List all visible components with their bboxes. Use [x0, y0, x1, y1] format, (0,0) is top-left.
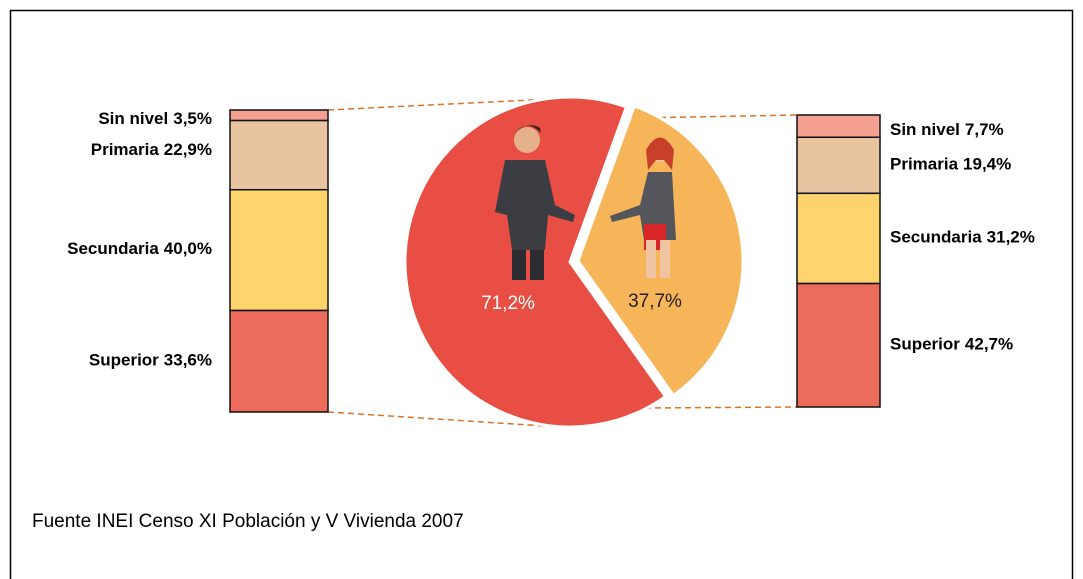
bar-segment	[230, 311, 328, 412]
value-label: 19,4%	[963, 155, 1011, 174]
value-label: 3,5%	[173, 109, 212, 128]
segment-label: Sin nivel 7,7%	[890, 120, 1004, 139]
bar-segment	[230, 190, 328, 311]
value-label: 33,6%	[164, 351, 212, 370]
bar-segment	[797, 193, 880, 283]
category-label: Superior	[89, 351, 159, 370]
chart: Fuente INEI Censo XI Población y V Vivie…	[0, 0, 1083, 579]
segment-label: Superior 42,7%	[890, 335, 1013, 354]
bar-segment	[797, 115, 880, 137]
bar-segment	[230, 110, 328, 121]
bar-segment	[797, 137, 880, 193]
value-label: 7,7%	[965, 120, 1004, 139]
slice-label: 71,2%	[481, 293, 535, 314]
slice-label: 37,7%	[628, 291, 682, 312]
segment-label: Secundaria 31,2%	[890, 228, 1035, 247]
category-label: Secundaria	[890, 228, 982, 247]
category-label: Sin nivel	[890, 120, 960, 139]
segment-label: Sin nivel 3,5%	[98, 109, 212, 128]
segment-label: Superior 33,6%	[89, 351, 212, 370]
category-label: Primaria	[91, 141, 160, 160]
category-label: Sin nivel	[98, 109, 168, 128]
bar-segment	[797, 284, 880, 407]
category-label: Superior	[890, 335, 960, 354]
value-label: 31,2%	[987, 228, 1035, 247]
source-note: Fuente INEI Censo XI Población y V Vivie…	[32, 511, 464, 532]
bar-segment	[230, 121, 328, 190]
category-label: Primaria	[890, 155, 959, 174]
category-label: Secundaria	[67, 240, 159, 259]
value-label: 22,9%	[164, 141, 212, 160]
value-label: 40,0%	[164, 240, 212, 259]
value-label: 42,7%	[965, 335, 1013, 354]
segment-label: Secundaria 40,0%	[67, 240, 212, 259]
